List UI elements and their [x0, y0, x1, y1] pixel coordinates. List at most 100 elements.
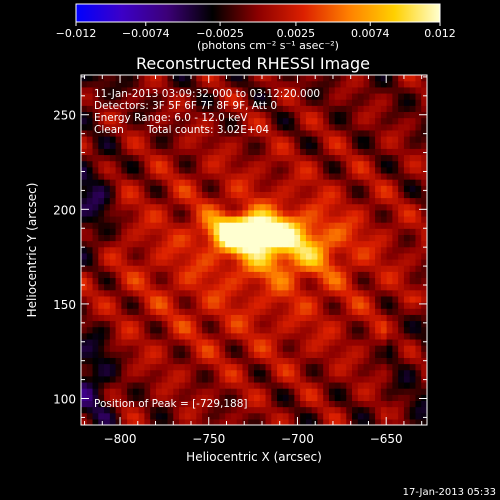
y-tick-label: 150	[53, 298, 76, 312]
heatmap-cell	[317, 129, 324, 137]
heatmap-cell	[81, 142, 88, 149]
heatmap-cell	[305, 185, 313, 192]
heatmap-cell	[179, 326, 186, 334]
heatmap-cell	[311, 332, 319, 340]
heatmap-cell	[92, 320, 99, 328]
heatmap-cell	[104, 271, 111, 279]
heatmap-cell	[127, 117, 134, 125]
heatmap-cell	[369, 265, 376, 272]
heatmap-cell	[121, 222, 128, 229]
heatmap-cell	[415, 400, 422, 408]
heatmap-cell	[386, 394, 393, 402]
heatmap-cell	[311, 252, 319, 260]
heatmap-cell	[230, 117, 238, 125]
heatmap-cell	[346, 363, 353, 371]
heatmap-cell	[109, 357, 117, 365]
heatmap-cell	[207, 345, 215, 352]
heatmap-cell	[236, 215, 244, 223]
heatmap-cell	[334, 148, 342, 156]
heatmap-cell	[127, 203, 134, 211]
heatmap-cell	[190, 381, 197, 389]
heatmap-cell	[173, 351, 180, 358]
heatmap-cell	[305, 258, 313, 266]
heatmap-cell	[109, 105, 117, 113]
heatmap-cell	[300, 160, 307, 168]
heatmap-cell	[334, 302, 342, 309]
heatmap-cell	[219, 117, 226, 125]
heatmap-cell	[277, 172, 284, 180]
heatmap-cell	[207, 381, 215, 389]
heatmap-cell	[230, 80, 238, 88]
heatmap-cell	[242, 277, 249, 285]
heatmap-cell	[311, 326, 319, 334]
heatmap-cell	[392, 117, 399, 125]
heatmap-cell	[219, 375, 226, 383]
heatmap-cell	[121, 265, 128, 272]
heatmap-cell	[184, 154, 192, 162]
heatmap-cell	[311, 172, 319, 180]
heatmap-cell	[271, 166, 278, 174]
heatmap-cell	[155, 154, 163, 162]
heatmap-cell	[288, 314, 295, 322]
heatmap-cell	[311, 277, 319, 285]
heatmap-cell	[190, 172, 197, 180]
heatmap-cell	[202, 412, 209, 420]
heatmap-cell	[219, 129, 226, 137]
heatmap-cell	[357, 154, 365, 162]
heatmap-cell	[363, 191, 370, 199]
heatmap-cell	[259, 394, 267, 402]
heatmap-cell	[415, 197, 422, 205]
heatmap-cell	[115, 228, 122, 235]
heatmap-cell	[288, 142, 295, 149]
heatmap-cell	[86, 277, 94, 285]
heatmap-cell	[346, 400, 353, 408]
heatmap-cell	[150, 148, 157, 156]
heatmap-cell	[421, 308, 427, 315]
heatmap-cell	[132, 234, 140, 242]
heatmap-cell	[288, 160, 295, 168]
heatmap-cell	[380, 172, 388, 180]
heatmap-cell	[277, 363, 284, 371]
heatmap-cell	[328, 215, 336, 223]
heatmap-cell	[254, 357, 261, 365]
heatmap-cell	[121, 166, 128, 174]
heatmap-cell	[398, 351, 405, 358]
heatmap-cell	[282, 191, 290, 199]
heatmap-cell	[340, 295, 347, 303]
heatmap-cell	[161, 240, 169, 248]
heatmap-cell	[328, 314, 336, 322]
heatmap-cell	[155, 369, 163, 377]
heatmap-cell	[323, 369, 330, 377]
heatmap-cell	[104, 117, 111, 125]
heatmap-cell	[409, 289, 417, 297]
heatmap-cell	[236, 166, 244, 174]
heatmap-cell	[98, 375, 105, 383]
heatmap-cell	[265, 215, 272, 223]
heatmap-cell	[311, 203, 319, 211]
heatmap-cell	[369, 160, 376, 168]
heatmap-cell	[380, 283, 388, 291]
heatmap-cell	[121, 252, 128, 260]
heatmap-cell	[288, 179, 295, 186]
heatmap-cell	[202, 160, 209, 168]
heatmap-cell	[225, 154, 232, 162]
heatmap-cell	[242, 283, 249, 291]
heatmap-cell	[196, 308, 203, 315]
heatmap-cell	[207, 80, 215, 88]
heatmap-cell	[115, 258, 122, 266]
heatmap-cell	[121, 179, 128, 186]
heatmap-cell	[184, 388, 192, 395]
heatmap-cell	[144, 326, 151, 334]
heatmap-cell	[155, 191, 163, 199]
heatmap-cell	[288, 246, 295, 254]
heatmap-cell	[305, 271, 313, 279]
heatmap-cell	[311, 338, 319, 346]
heatmap-cell	[265, 265, 272, 272]
heatmap-cell	[225, 388, 232, 395]
heatmap-cell	[121, 326, 128, 334]
heatmap-cell	[317, 302, 324, 309]
heatmap-cell	[300, 86, 307, 94]
heatmap-cell	[219, 314, 226, 322]
heatmap-cell	[415, 363, 422, 371]
heatmap-cell	[150, 240, 157, 248]
